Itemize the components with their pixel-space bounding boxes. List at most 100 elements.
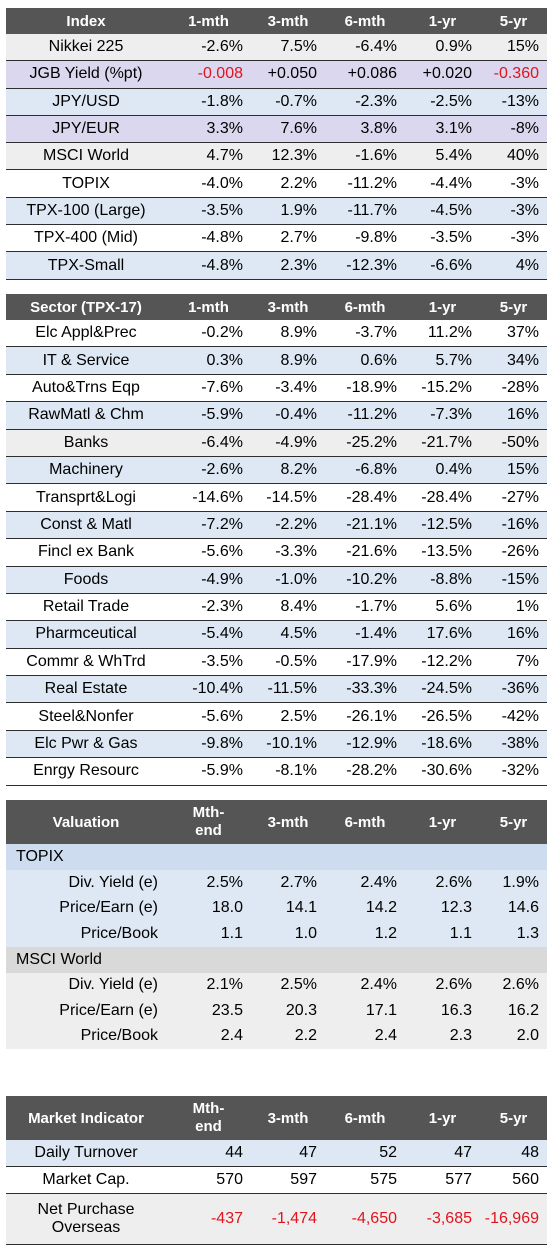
header-6mth: 6-mth [344, 1109, 386, 1127]
table-row: IT & Service 0.3% 8.9% 0.6% 5.7% 34% [6, 347, 547, 375]
value-3mth: 47 [299, 1144, 317, 1161]
table-row: TOPIX -4.0% 2.2% -11.2% -4.4% -3% [6, 170, 547, 198]
value-3mth: -1,474 [271, 1210, 317, 1227]
row-label: Price/Book [80, 924, 158, 942]
table-row: Foods -4.9% -1.0% -10.2% -8.8% -15% [6, 566, 547, 594]
value-1yr: -2.5% [430, 92, 472, 110]
row-label: JPY/USD [52, 92, 120, 110]
row-label: Auto&Trns Eqp [32, 378, 140, 396]
value-6mth: -21.6% [346, 543, 397, 561]
valuation-table-header: Valuation Mth- end 3-mth 6-mth 1-yr 5-yr [6, 800, 547, 844]
value-1yr: -18.6% [421, 735, 472, 753]
table-row: Commr & WhTrd -3.5% -0.5% -17.9% -12.2% 7% [6, 648, 547, 677]
value-3mth: -3.3% [275, 543, 317, 561]
value-6mth: -6.4% [355, 38, 397, 56]
value-1yr: +0.020 [422, 65, 472, 83]
value-5yr: -16% [501, 515, 539, 533]
value-1yr: -3.5% [430, 229, 472, 247]
value-1yr: 577 [445, 1171, 472, 1188]
row-label: RawMatl & Chm [28, 406, 144, 424]
value-5yr: 48 [521, 1144, 539, 1161]
value-1mth: -2.6% [201, 38, 243, 56]
value-3mth: 2.2% [280, 174, 317, 192]
value-1yr: 0.4% [435, 461, 472, 479]
value-3mth: 7.6% [280, 120, 317, 138]
table-row: Nikkei 225 -2.6% 7.5% -6.4% 0.9% 15% [6, 34, 547, 62]
value-1mth: 18.0 [211, 899, 243, 917]
value-1mth: -14.6% [192, 488, 243, 506]
value-1mth: 3.3% [206, 120, 243, 138]
value-1mth: -4.8% [201, 256, 243, 274]
value-1mth: -4.0% [201, 174, 243, 192]
value-5yr: 37% [506, 324, 539, 342]
table-row: JPY/USD -1.8% -0.7% -2.3% -2.5% -13% [6, 88, 547, 116]
value-6mth: -25.2% [346, 433, 397, 451]
value-1yr: 5.4% [435, 147, 472, 165]
value-5yr: 16.2 [507, 1001, 539, 1019]
table-row: Const & Matl -7.2% -2.2% -21.1% -12.5% -16% [6, 511, 547, 540]
table-row: TPX-100 (Large) -3.5% 1.9% -11.7% -4.5% -3% [6, 197, 547, 226]
sector-table-header: Sector (TPX-17) 1-mth 3-mth 6-mth 1-yr 5… [6, 294, 547, 320]
table-row: Machinery -2.6% 8.2% -6.8% 0.4% 15% [6, 456, 547, 485]
header-mth-end-line2: end [195, 822, 222, 839]
value-5yr: -50% [501, 433, 539, 451]
valuation-table-body: TOPIX Div. Yield (e) 2.5% 2.7% 2.4% 2.6% 1.9% P… [6, 844, 547, 1049]
value-3mth: -10.1% [266, 735, 317, 753]
value-6mth: 3.8% [360, 120, 397, 138]
value-6mth: -28.2% [346, 762, 397, 780]
value-5yr: 34% [506, 351, 539, 369]
value-3mth: 7.5% [280, 38, 317, 56]
value-6mth: 2.4% [360, 976, 397, 994]
value-1yr: -12.2% [421, 652, 472, 670]
value-1mth: -7.6% [201, 378, 243, 396]
value-6mth: -1.4% [355, 625, 397, 643]
header-6mth: 6-mth [344, 298, 386, 316]
row-label: Price/Book [80, 1027, 158, 1045]
value-1yr: -26.5% [421, 707, 472, 725]
table-row: MSCI World 4.7% 12.3% -1.6% 5.4% 40% [6, 143, 547, 171]
row-label: Div. Yield (e) [68, 976, 158, 994]
row-label: IT & Service [42, 351, 130, 369]
value-1mth: -0.008 [197, 65, 243, 83]
value-5yr: 1.3 [516, 924, 539, 942]
row-label: Real Estate [44, 680, 128, 698]
value-3mth: -0.7% [275, 92, 317, 110]
header-1mth: 1-mth [188, 298, 229, 316]
value-1yr: -12.5% [421, 515, 472, 533]
value-1mth: 1.1 [220, 924, 243, 942]
table-row: RawMatl & Chm -5.9% -0.4% -11.2% -7.3% 16% [6, 402, 547, 430]
value-5yr: 14.6 [507, 899, 539, 917]
value-1yr: 2.6% [435, 976, 472, 994]
row-label: Div. Yield (e) [68, 873, 158, 891]
table-row: Retail Trade -2.3% 8.4% -1.7% 5.6% 1% [6, 593, 547, 622]
table-row: Auto&Trns Eqp -7.6% -3.4% -18.9% -15.2% -28% [6, 374, 547, 403]
header-1yr: 1-yr [428, 1109, 457, 1127]
group-header-row: TOPIX [6, 844, 547, 870]
value-5yr: -38% [501, 735, 539, 753]
value-1yr: -15.2% [421, 378, 472, 396]
header-mth-end-line1: Mth- [192, 804, 225, 821]
value-3mth: 8.9% [280, 324, 317, 342]
value-5yr: -16,969 [484, 1210, 539, 1227]
value-3mth: 14.1 [285, 899, 317, 917]
row-label-line2: Overseas [51, 1219, 121, 1236]
value-3mth: 12.3% [271, 147, 317, 165]
value-3mth: 1.9% [280, 201, 317, 219]
value-3mth: 8.9% [280, 351, 317, 369]
value-5yr: -36% [501, 680, 539, 698]
value-6mth: -11.2% [347, 174, 397, 192]
row-label: TPX-Small [47, 256, 125, 274]
value-1yr: -4.5% [430, 201, 472, 219]
table-row: Banks -6.4% -4.9% -25.2% -21.7% -50% [6, 429, 547, 457]
header-5yr: 5-yr [499, 298, 528, 316]
value-5yr: -26% [501, 543, 539, 561]
value-5yr: 40% [506, 147, 539, 165]
value-1yr: 2.6% [435, 873, 472, 891]
value-1mth: -5.9% [201, 406, 243, 424]
value-1mth: 570 [216, 1171, 243, 1188]
value-6mth: -1.7% [355, 598, 397, 616]
header-valuation: Valuation [52, 813, 120, 831]
value-1yr: 0.9% [435, 38, 472, 56]
value-6mth: -33.3% [346, 680, 397, 698]
row-label: Fincl ex Bank [37, 543, 135, 561]
